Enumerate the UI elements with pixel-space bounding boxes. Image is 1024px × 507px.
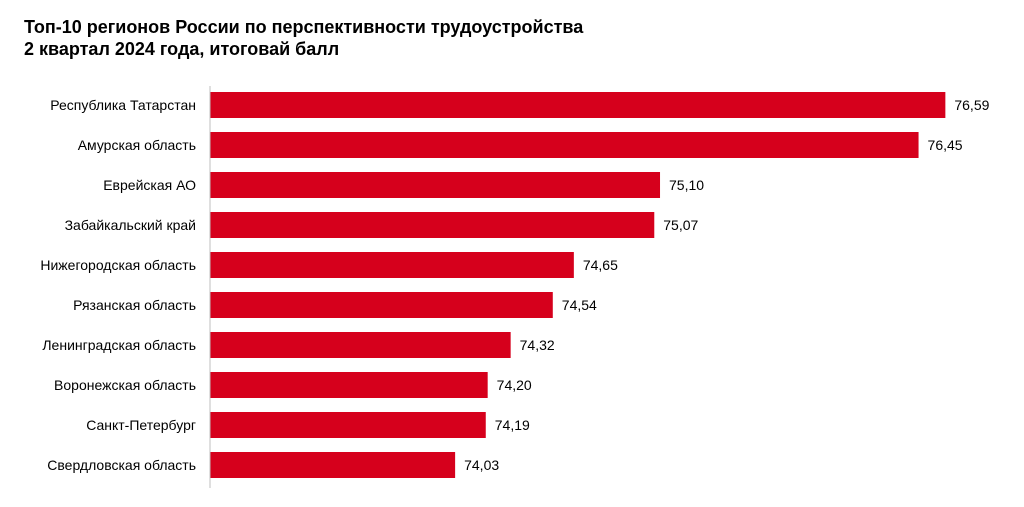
bar-2 — [210, 132, 919, 158]
bar-9 — [210, 412, 486, 438]
category-label-7: Ленинградская область — [42, 337, 196, 353]
chart-title: Топ-10 регионов России по перспективност… — [24, 17, 584, 37]
category-label-8: Воронежская область — [54, 377, 196, 393]
value-label-3: 75,10 — [669, 177, 704, 193]
value-label-4: 75,07 — [663, 217, 698, 233]
value-label-2: 76,45 — [928, 137, 963, 153]
category-label-6: Рязанская область — [73, 297, 196, 313]
category-label-4: Забайкальский край — [65, 217, 196, 233]
value-label-7: 74,32 — [520, 337, 555, 353]
bar-1 — [210, 92, 946, 118]
category-label-9: Санкт-Петербург — [86, 417, 196, 433]
value-label-1: 76,59 — [954, 97, 989, 113]
bar-7 — [210, 332, 511, 358]
bar-3 — [210, 172, 661, 198]
bar-5 — [210, 252, 574, 278]
category-label-5: Нижегородская область — [40, 257, 196, 273]
chart-subtitle: 2 квартал 2024 года, итоговай балл — [24, 39, 340, 59]
bar-6 — [210, 292, 553, 318]
bar-4 — [210, 212, 655, 238]
chart-title-block: Топ-10 регионов России по перспективност… — [24, 16, 583, 60]
value-labels-group: 76,59 76,45 75,10 75,07 74,65 74,54 74,32 74,20… — [464, 97, 989, 473]
bar-10 — [210, 452, 456, 478]
category-labels-group: Республика Татарстан Амурская область Евре… — [40, 97, 196, 473]
value-label-5: 74,65 — [583, 257, 618, 273]
value-label-8: 74,20 — [497, 377, 532, 393]
bar-8 — [210, 372, 488, 398]
category-label-10: Свердловская область — [47, 457, 196, 473]
value-label-6: 74,54 — [562, 297, 597, 313]
value-label-10: 74,03 — [464, 457, 499, 473]
value-label-9: 74,19 — [495, 417, 530, 433]
bars-group — [210, 92, 946, 478]
category-label-2: Амурская область — [78, 137, 196, 153]
category-label-1: Республика Татарстан — [50, 97, 196, 113]
category-label-3: Еврейская АО — [103, 177, 196, 193]
